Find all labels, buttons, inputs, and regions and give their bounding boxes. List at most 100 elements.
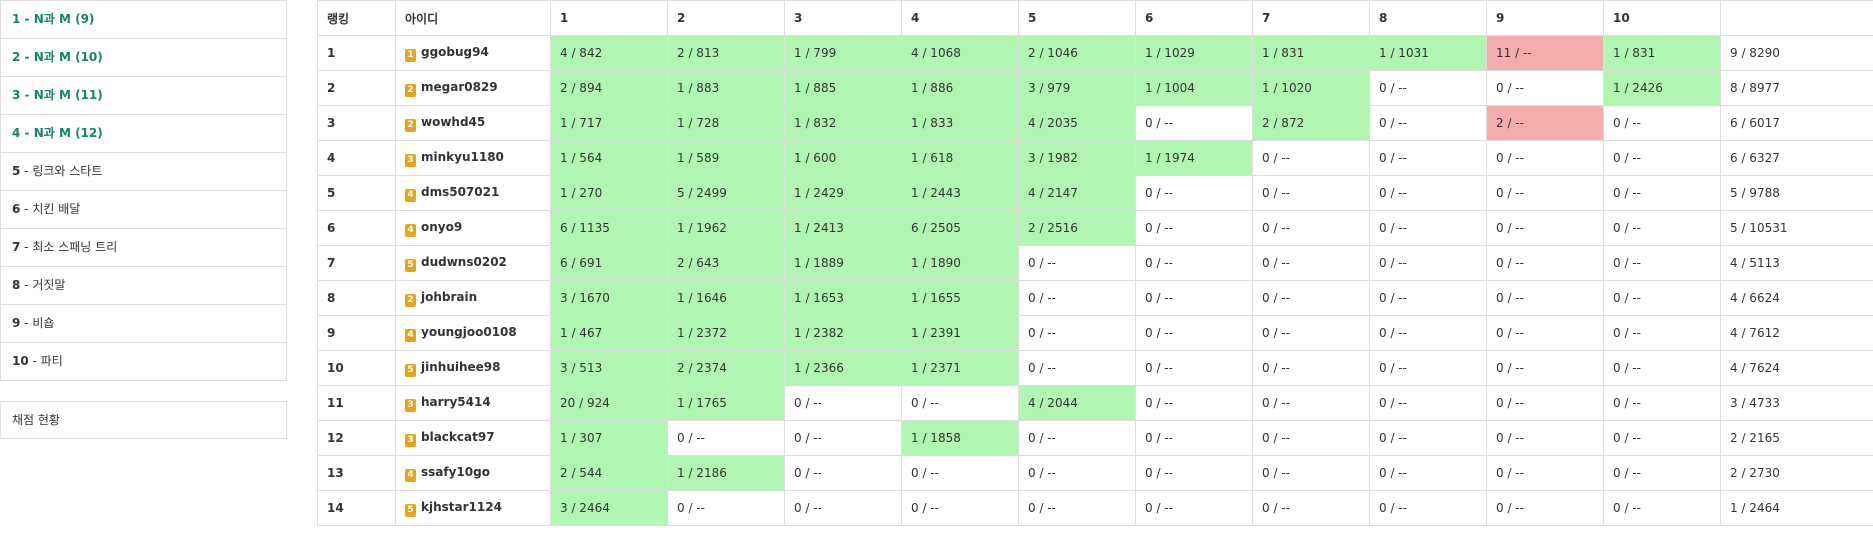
problem-number: 6: [12, 202, 21, 216]
score-cell-2: 5 / 2499: [667, 175, 785, 211]
score-cell-2: 1 / 2372: [667, 315, 785, 351]
score-cell-10: 1 / 831: [1603, 35, 1721, 71]
score-cell-8: 0 / --: [1369, 105, 1487, 141]
problem-title: 파티: [40, 354, 63, 368]
table-row: 9 4 youngjoo0108 1 / 467 1 / 2372 1 / 2382 1 /…: [317, 315, 1873, 351]
table-row: 11 3 harry5414 20 / 924 1 / 1765 0 / -- 0 / --…: [317, 385, 1873, 421]
score-cell-2: 1 / 2186: [667, 455, 785, 491]
score-cell-10: 0 / --: [1603, 350, 1721, 386]
rank-cell: 4: [317, 140, 396, 176]
score-cell-4: 1 / 833: [901, 105, 1019, 141]
total-cell: 2 / 2730: [1720, 455, 1873, 491]
score-cell-8: 0 / --: [1369, 490, 1487, 526]
score-cell-9: 0 / --: [1486, 490, 1604, 526]
problem-number: 3: [12, 88, 21, 102]
tier-badge-icon: 3: [405, 153, 416, 167]
problem-item-1[interactable]: 1 - N과 M (9): [1, 1, 286, 39]
column-header-2: 1: [550, 0, 668, 36]
problem-title: N과 M (12): [33, 126, 103, 140]
rank-cell: 13: [317, 455, 396, 491]
problem-number: 5: [12, 164, 21, 178]
total-cell: 5 / 10531: [1720, 210, 1873, 246]
score-cell-8: 0 / --: [1369, 70, 1487, 106]
user-cell: 2 johbrain: [395, 280, 551, 316]
score-cell-3: 1 / 2382: [784, 315, 902, 351]
score-cell-9: 0 / --: [1486, 420, 1604, 456]
total-cell: 4 / 7612: [1720, 315, 1873, 351]
table-row: 1 1 ggobug94 4 / 842 2 / 813 1 / 799 4 / 1068 2…: [317, 35, 1873, 71]
score-cell-1: 3 / 2464: [550, 490, 668, 526]
score-cell-4: 4 / 1068: [901, 35, 1019, 71]
rank-cell: 6: [317, 210, 396, 246]
problem-item-6[interactable]: 6 - 치킨 배달: [1, 191, 286, 229]
total-cell: 6 / 6327: [1720, 140, 1873, 176]
score-cell-5: 0 / --: [1018, 490, 1136, 526]
score-cell-1: 2 / 544: [550, 455, 668, 491]
user-link[interactable]: wowhd45: [421, 114, 486, 129]
user-cell: 3 blackcat97: [395, 420, 551, 456]
problem-list: 1 - N과 M (9) 2 - N과 M (10) 3 - N과 M (11) 4 …: [0, 0, 287, 381]
tier-badge-icon: 2: [405, 293, 416, 307]
score-cell-7: 2 / 872: [1252, 105, 1370, 141]
score-cell-5: 0 / --: [1018, 350, 1136, 386]
user-link[interactable]: kjhstar1124: [421, 499, 502, 514]
user-link[interactable]: minkyu1180: [421, 149, 504, 164]
score-cell-9: 0 / --: [1486, 70, 1604, 106]
score-cell-5: 0 / --: [1018, 455, 1136, 491]
score-cell-1: 1 / 717: [550, 105, 668, 141]
problem-item-4[interactable]: 4 - N과 M (12): [1, 115, 286, 153]
problem-item-10[interactable]: 10 - 파티: [1, 343, 286, 381]
score-cell-10: 0 / --: [1603, 140, 1721, 176]
problem-number: 9: [12, 316, 21, 330]
column-header-5: 4: [901, 0, 1019, 36]
user-cell: 1 ggobug94: [395, 35, 551, 71]
score-cell-9: 0 / --: [1486, 140, 1604, 176]
tier-badge-icon: 3: [405, 433, 416, 447]
judge-status-link[interactable]: 채점 현황: [0, 401, 287, 439]
problem-number: 8: [12, 278, 21, 292]
user-link[interactable]: ssafy10go: [421, 464, 490, 479]
user-link[interactable]: harry5414: [421, 394, 491, 409]
user-link[interactable]: dudwns0202: [421, 254, 507, 269]
score-cell-5: 4 / 2147: [1018, 175, 1136, 211]
user-link[interactable]: ggobug94: [421, 44, 489, 59]
score-cell-5: 0 / --: [1018, 245, 1136, 281]
score-cell-10: 0 / --: [1603, 245, 1721, 281]
user-link[interactable]: jinhuihee98: [421, 359, 501, 374]
user-link[interactable]: megar0829: [421, 79, 498, 94]
problem-title: 링크와 스타트: [32, 164, 103, 178]
tier-badge-icon: 4: [405, 223, 416, 237]
score-cell-1: 6 / 691: [550, 245, 668, 281]
score-cell-3: 1 / 2366: [784, 350, 902, 386]
user-cell: 4 onyo9: [395, 210, 551, 246]
user-link[interactable]: youngjoo0108: [421, 324, 517, 339]
user-link[interactable]: onyo9: [421, 219, 463, 234]
problem-item-3[interactable]: 3 - N과 M (11): [1, 77, 286, 115]
user-cell: 2 wowhd45: [395, 105, 551, 141]
table-row: 7 5 dudwns0202 6 / 691 2 / 643 1 / 1889 1 / 18…: [317, 245, 1873, 281]
score-cell-10: 0 / --: [1603, 210, 1721, 246]
column-header-7: 6: [1135, 0, 1253, 36]
problem-item-5[interactable]: 5 - 링크와 스타트: [1, 153, 286, 191]
score-cell-10: 0 / --: [1603, 490, 1721, 526]
score-cell-6: 0 / --: [1135, 420, 1253, 456]
score-cell-7: 0 / --: [1252, 350, 1370, 386]
score-cell-5: 2 / 2516: [1018, 210, 1136, 246]
problem-item-2[interactable]: 2 - N과 M (10): [1, 39, 286, 77]
score-cell-9: 0 / --: [1486, 385, 1604, 421]
rank-cell: 12: [317, 420, 396, 456]
score-cell-10: 0 / --: [1603, 420, 1721, 456]
tier-badge-icon: 5: [405, 363, 416, 377]
problem-item-7[interactable]: 7 - 최소 스패닝 트리: [1, 229, 286, 267]
judge-status-label: 채점 현황: [12, 413, 60, 427]
rank-cell: 2: [317, 70, 396, 106]
user-cell: 3 minkyu1180: [395, 140, 551, 176]
user-cell: 3 harry5414: [395, 385, 551, 421]
score-cell-1: 3 / 513: [550, 350, 668, 386]
problem-item-9[interactable]: 9 - 비숍: [1, 305, 286, 343]
user-link[interactable]: blackcat97: [421, 429, 495, 444]
user-link[interactable]: dms507021: [421, 184, 500, 199]
table-row: 3 2 wowhd45 1 / 717 1 / 728 1 / 832 1 / 833 4 /…: [317, 105, 1873, 141]
user-link[interactable]: johbrain: [421, 289, 478, 304]
problem-item-8[interactable]: 8 - 거짓말: [1, 267, 286, 305]
